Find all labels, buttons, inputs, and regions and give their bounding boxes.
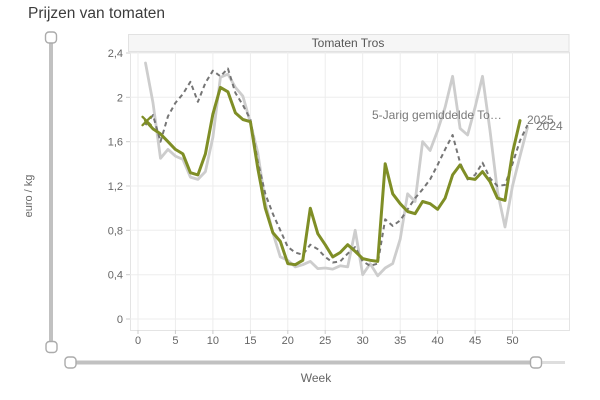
svg-text:0,4: 0,4 [108,270,123,282]
svg-text:euro / kg: euro / kg [23,175,35,218]
svg-text:50: 50 [506,335,518,347]
svg-text:10: 10 [207,335,219,347]
svg-text:5: 5 [172,335,178,347]
svg-text:2025: 2025 [527,113,554,127]
svg-text:30: 30 [357,335,369,347]
svg-text:45: 45 [469,335,481,347]
svg-text:2: 2 [117,92,123,104]
svg-text:35: 35 [394,335,406,347]
svg-text:0: 0 [135,335,141,347]
svg-text:20: 20 [282,335,294,347]
svg-text:Prijzen van tomaten: Prijzen van tomaten [28,5,165,22]
svg-text:1,2: 1,2 [108,181,123,193]
svg-text:0,8: 0,8 [108,225,123,237]
svg-text:2,4: 2,4 [108,48,123,60]
svg-text:0: 0 [117,314,123,326]
svg-text:25: 25 [319,335,331,347]
svg-text:5-Jarig gemiddelde To…: 5-Jarig gemiddelde To… [372,108,502,122]
svg-text:2024: 2024 [536,119,563,133]
svg-text:Week: Week [301,371,332,385]
svg-text:40: 40 [431,335,443,347]
svg-text:Tomaten Tros: Tomaten Tros [312,36,385,50]
svg-text:1,6: 1,6 [108,137,123,149]
svg-text:15: 15 [244,335,256,347]
